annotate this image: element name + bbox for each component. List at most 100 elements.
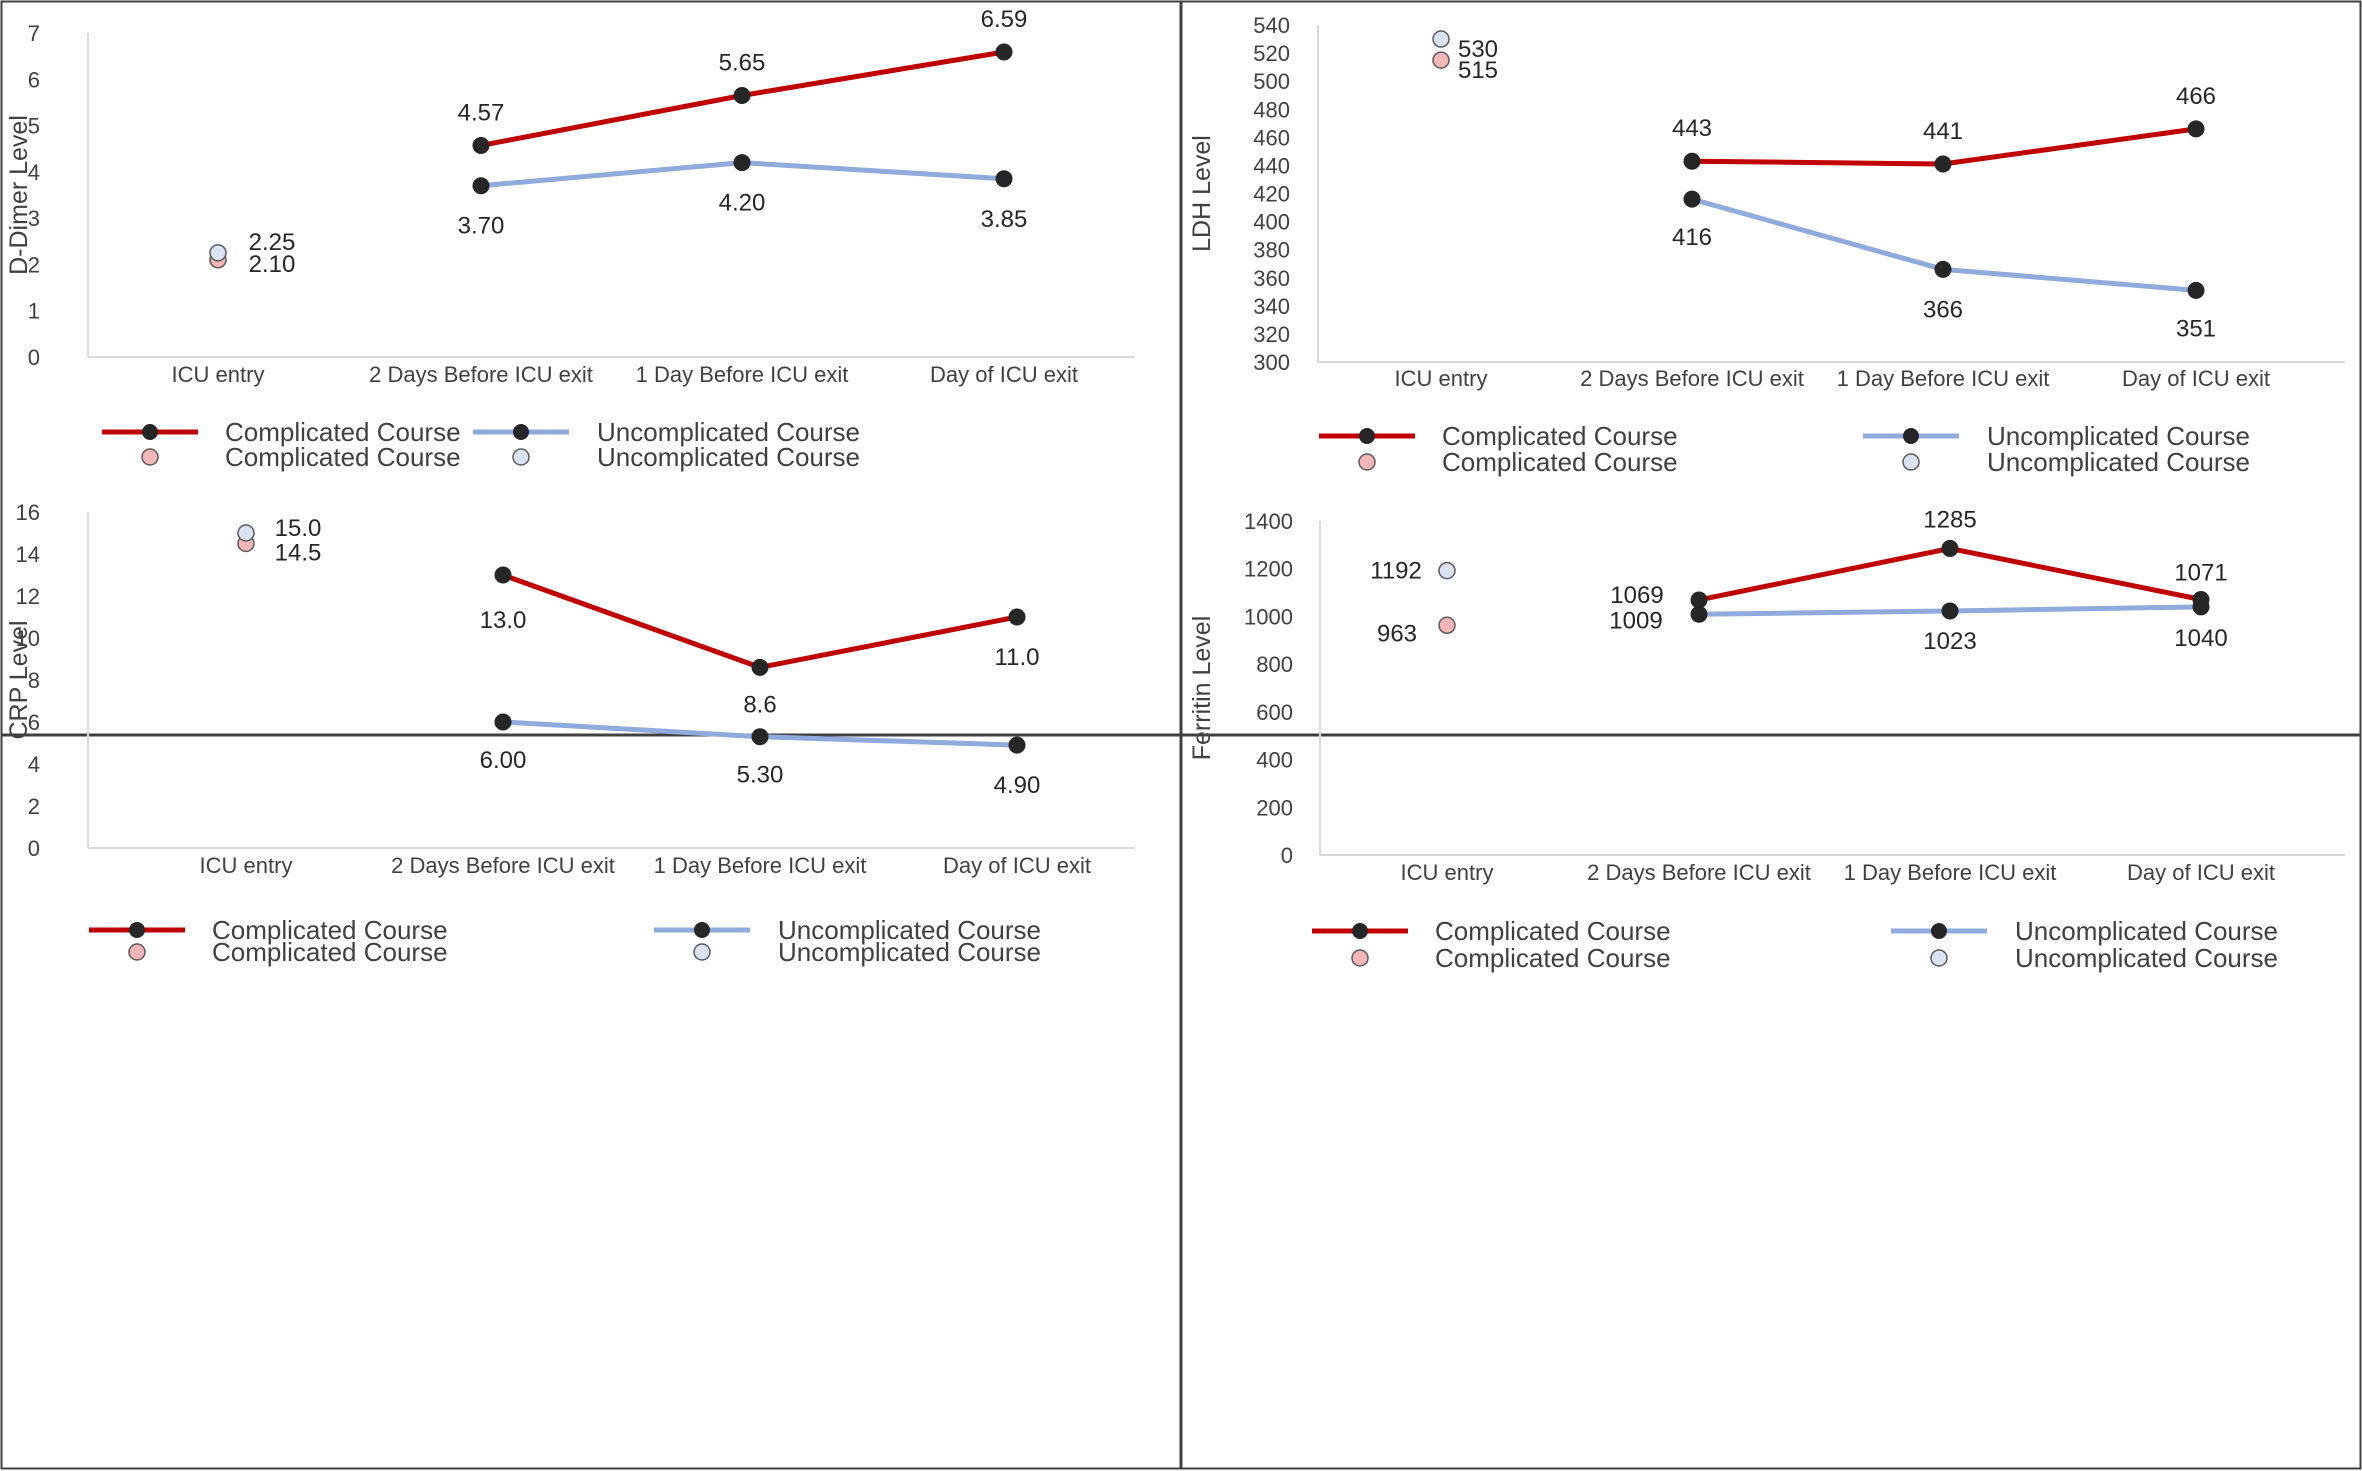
data-label: 1285 bbox=[1923, 506, 1976, 533]
y-tick-label: 1400 bbox=[1244, 509, 1293, 534]
data-label: 13.0 bbox=[480, 607, 527, 634]
data-point bbox=[209, 244, 227, 262]
y-tick-label: 5 bbox=[28, 114, 40, 139]
data-point bbox=[472, 177, 490, 195]
y-tick-label: 360 bbox=[1253, 266, 1290, 291]
data-label: 1023 bbox=[1923, 628, 1976, 655]
legend-label: Complicated Course bbox=[225, 442, 461, 472]
x-tick-label: ICU entry bbox=[200, 853, 293, 878]
y-tick-label: 4 bbox=[28, 160, 40, 185]
legend-label: Complicated Course bbox=[1442, 447, 1678, 477]
data-point bbox=[1008, 608, 1026, 626]
data-label: 4.90 bbox=[994, 772, 1041, 799]
y-tick-label: 1 bbox=[28, 299, 40, 324]
data-label: 4.20 bbox=[719, 190, 766, 217]
y-tick-label: 340 bbox=[1253, 294, 1290, 319]
data-point bbox=[1683, 190, 1701, 208]
y-tick-label: 1000 bbox=[1244, 604, 1293, 629]
series-line bbox=[502, 572, 1018, 670]
data-point bbox=[472, 136, 490, 154]
y-tick-label: 400 bbox=[1253, 210, 1290, 235]
x-tick-label: ICU entry bbox=[1401, 860, 1494, 885]
data-label: 2.10 bbox=[249, 251, 296, 278]
data-point bbox=[1008, 736, 1026, 754]
y-tick-label: 380 bbox=[1253, 238, 1290, 263]
data-point bbox=[2192, 598, 2210, 616]
data-point bbox=[1941, 602, 1959, 620]
legend-label: Uncomplicated Course bbox=[778, 937, 1041, 967]
legend-marker-complicated-entry bbox=[128, 943, 146, 961]
legend-label: Uncomplicated Course bbox=[2015, 943, 2278, 973]
x-tick-label: 2 Days Before ICU exit bbox=[1580, 366, 1804, 391]
data-point bbox=[733, 86, 751, 104]
legend-label: Complicated Course bbox=[212, 937, 448, 967]
y-tick-label: 300 bbox=[1253, 350, 1290, 375]
legend-marker-uncomplicated bbox=[513, 424, 529, 440]
y-tick-label: 3 bbox=[28, 206, 40, 231]
y-axis-title: Ferritin Level bbox=[1188, 616, 1216, 761]
data-label: 530 bbox=[1458, 36, 1498, 63]
y-tick-label: 4 bbox=[28, 752, 40, 777]
legend-marker-uncomplicated bbox=[1903, 428, 1919, 444]
legend: Complicated Course Uncomplicated Course Co… bbox=[1319, 421, 2250, 477]
legend-marker-complicated-entry bbox=[1351, 949, 1369, 967]
data-label: 366 bbox=[1923, 296, 1963, 323]
data-label: 1192 bbox=[1370, 558, 1422, 585]
x-tick-label: Day of ICU exit bbox=[943, 853, 1091, 878]
data-label: 2.25 bbox=[249, 229, 296, 256]
y-tick-label: 520 bbox=[1253, 41, 1290, 66]
y-tick-label: 6 bbox=[28, 710, 40, 735]
data-label: 443 bbox=[1672, 115, 1712, 142]
panel-border bbox=[1180, 734, 2362, 1470]
legend-label: Complicated Course bbox=[1435, 943, 1671, 973]
data-label: 15.0 bbox=[275, 515, 322, 542]
data-label: 1009 bbox=[1609, 607, 1662, 634]
data-label: 1040 bbox=[2174, 625, 2227, 652]
legend-label: Uncomplicated Course bbox=[597, 442, 860, 472]
chart-panel: 300 320 340 360 380 400 420 440 460 480 500 520 540 L… bbox=[1180, 0, 2362, 736]
y-tick-label: 800 bbox=[1256, 652, 1293, 677]
y-tick-label: 7 bbox=[28, 21, 40, 46]
data-point bbox=[2187, 281, 2205, 299]
legend-marker-complicated-entry bbox=[141, 448, 159, 466]
y-tick-label: 600 bbox=[1256, 700, 1293, 725]
legend-marker-uncomplicated bbox=[694, 922, 710, 938]
y-tick-label: 440 bbox=[1253, 153, 1290, 178]
data-point bbox=[494, 566, 512, 584]
data-point bbox=[1438, 561, 1456, 580]
x-tick-label: Day of ICU exit bbox=[2127, 860, 2275, 885]
data-point bbox=[1690, 591, 1708, 609]
data-label: 6.59 bbox=[981, 6, 1028, 33]
legend-marker-uncomplicated-entry bbox=[1930, 949, 1948, 967]
legend-label: Uncomplicated Course bbox=[2015, 916, 2278, 946]
y-tick-label: 0 bbox=[28, 836, 40, 861]
data-label: 8.6 bbox=[743, 691, 776, 718]
x-tick-label: 1 Day Before ICU exit bbox=[636, 362, 849, 387]
legend-label: Uncomplicated Course bbox=[597, 417, 860, 447]
data-label: 441 bbox=[1923, 118, 1963, 145]
data-point bbox=[1934, 155, 1952, 173]
y-tick-label: 14 bbox=[16, 542, 40, 567]
y-tick-label: 480 bbox=[1253, 97, 1290, 122]
y-tick-label: 0 bbox=[1281, 843, 1293, 868]
data-point bbox=[995, 170, 1013, 188]
data-label: 515 bbox=[1458, 57, 1498, 84]
panel-border bbox=[0, 734, 1182, 1470]
data-label: 6.00 bbox=[480, 747, 527, 774]
y-tick-label: 2 bbox=[28, 794, 40, 819]
legend-marker-uncomplicated-entry bbox=[512, 448, 530, 466]
x-tick-label: 2 Days Before ICU exit bbox=[1587, 860, 1811, 885]
data-label: 351 bbox=[2176, 315, 2216, 342]
y-tick-label: 8 bbox=[28, 668, 40, 693]
legend-label: Complicated Course bbox=[1442, 421, 1678, 451]
legend-label: Uncomplicated Course bbox=[1987, 421, 2250, 451]
x-tick-label: Day of ICU exit bbox=[930, 362, 1078, 387]
legend-label: Complicated Course bbox=[212, 915, 448, 945]
y-tick-label: 16 bbox=[16, 500, 40, 525]
data-label: 14.5 bbox=[275, 540, 322, 567]
data-point bbox=[494, 713, 512, 731]
data-label: 466 bbox=[2176, 83, 2216, 110]
data-point bbox=[1432, 51, 1450, 69]
data-point bbox=[1690, 605, 1708, 623]
